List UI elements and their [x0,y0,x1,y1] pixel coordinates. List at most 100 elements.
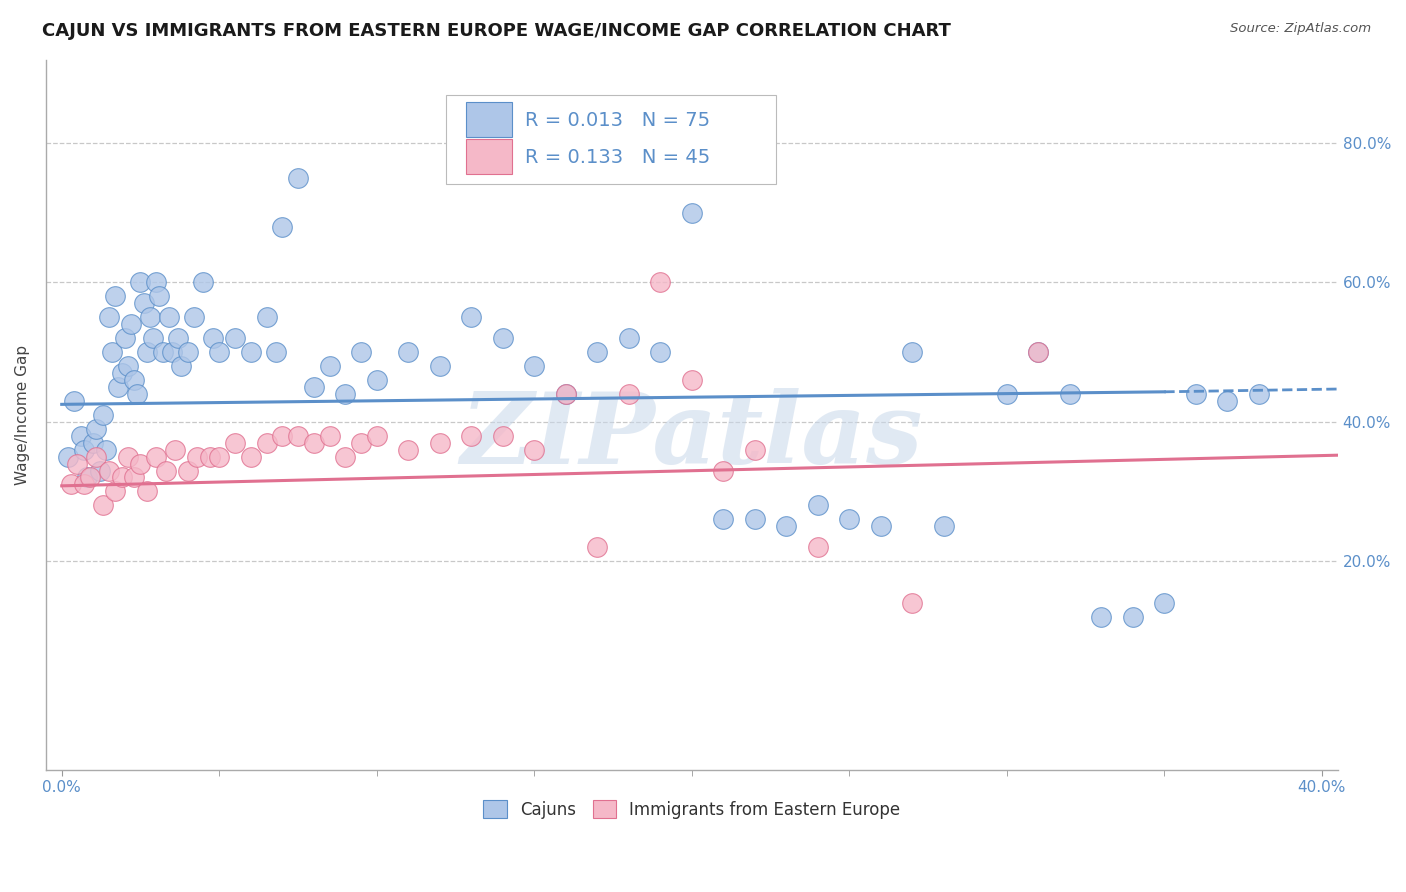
Point [86,450,108,464]
Point [89,463,111,477]
Point [224,331,246,345]
Point [152,345,174,359]
Point [366,373,388,387]
Point [157,310,180,325]
Point [91,408,114,422]
Text: Source: ZipAtlas.com: Source: ZipAtlas.com [1230,22,1371,36]
Point [98,310,121,325]
Point [82,435,104,450]
Point [554,387,576,401]
Point [224,435,246,450]
Point [256,310,278,325]
Point [366,428,388,442]
Point [208,345,231,359]
Point [492,331,515,345]
Point [492,428,515,442]
FancyBboxPatch shape [465,139,512,174]
Point [66,457,89,471]
Point [117,450,139,464]
Point [1122,609,1144,624]
Point [142,331,165,345]
Point [1247,387,1270,401]
Point [523,359,546,373]
Point [73,477,96,491]
Point [132,296,155,310]
Point [56,450,79,464]
Point [129,457,152,471]
Point [586,540,609,554]
Point [318,359,340,373]
Text: ZIPatlas: ZIPatlas [461,388,922,484]
Point [256,435,278,450]
Point [869,519,891,533]
Point [76,470,98,484]
Legend: Cajuns, Immigrants from Eastern Europe: Cajuns, Immigrants from Eastern Europe [477,794,907,826]
Point [170,359,193,373]
Point [91,499,114,513]
Text: R = 0.133   N = 45: R = 0.133 N = 45 [526,147,710,167]
Point [239,450,262,464]
Point [135,484,157,499]
Point [101,345,124,359]
Point [110,366,132,380]
Point [177,463,200,477]
Point [63,393,86,408]
Y-axis label: Wage/Income Gap: Wage/Income Gap [15,344,30,485]
Point [681,373,703,387]
FancyBboxPatch shape [446,95,776,184]
Point [711,463,734,477]
Point [350,345,373,359]
Point [995,387,1018,401]
Point [1153,596,1175,610]
Point [94,442,117,457]
Point [775,519,797,533]
Point [145,276,167,290]
Point [617,331,640,345]
Point [586,345,609,359]
FancyBboxPatch shape [465,102,512,136]
Point [86,422,108,436]
Point [429,435,451,450]
Point [129,276,152,290]
Point [396,345,419,359]
Text: CAJUN VS IMMIGRANTS FROM EASTERN EUROPE WAGE/INCOME GAP CORRELATION CHART: CAJUN VS IMMIGRANTS FROM EASTERN EUROPE … [42,22,950,40]
Point [127,387,149,401]
Point [287,171,309,186]
Point [145,450,167,464]
Point [460,428,482,442]
Point [208,450,231,464]
Point [1090,609,1112,624]
Point [1028,345,1050,359]
Point [396,442,419,457]
Point [901,596,924,610]
Point [744,512,766,526]
Point [302,435,325,450]
Point [135,345,157,359]
Point [193,276,215,290]
Point [117,359,139,373]
Point [122,470,145,484]
Point [302,380,325,394]
Point [201,331,224,345]
Point [122,373,145,387]
Point [183,310,205,325]
Point [681,206,703,220]
Point [838,512,860,526]
Point [73,442,96,457]
Point [60,477,83,491]
Point [104,289,127,303]
Point [104,484,127,499]
Point [807,540,830,554]
Point [1028,345,1050,359]
Point [554,387,576,401]
Point [69,428,91,442]
Point [1059,387,1081,401]
Point [271,428,294,442]
Point [744,442,766,457]
Point [114,331,136,345]
Point [120,318,142,332]
Point [335,450,357,464]
Point [107,380,129,394]
Point [318,428,340,442]
Point [177,345,200,359]
